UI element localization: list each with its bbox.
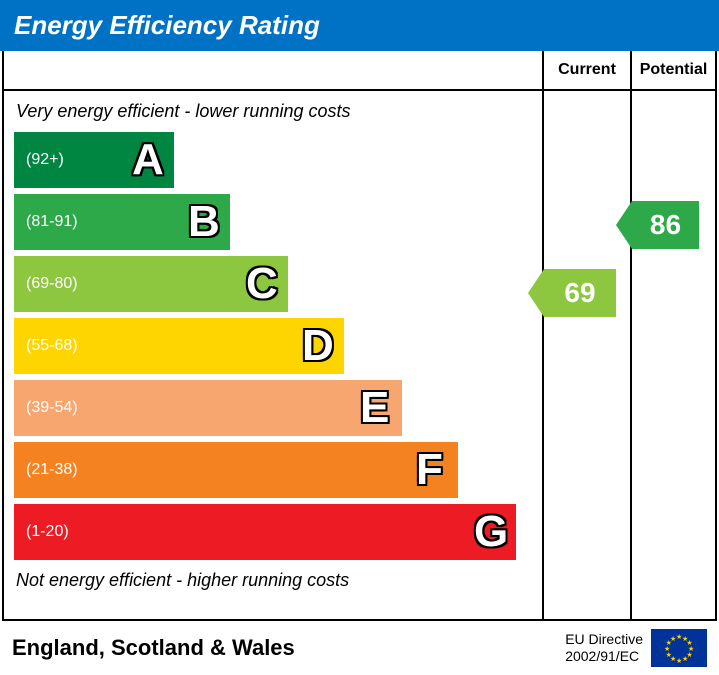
band-letter-g: G <box>474 507 508 557</box>
current-value: 69 <box>544 269 616 317</box>
band-letter-f: F <box>416 445 443 495</box>
potential-column: 86 <box>632 91 715 619</box>
band-e: (39-54) E <box>14 380 402 436</box>
bands-column: Very energy efficient - lower running co… <box>4 91 544 619</box>
caption-top: Very energy efficient - lower running co… <box>4 97 542 126</box>
band-letter-e: E <box>360 383 389 433</box>
chart-title: Energy Efficiency Rating <box>14 10 320 40</box>
band-c: (69-80) C <box>14 256 288 312</box>
footer-directive: EU Directive 2002/91/EC <box>565 631 643 665</box>
band-b: (81-91) B <box>14 194 230 250</box>
band-range-e: (39-54) <box>26 399 78 417</box>
footer-right: EU Directive 2002/91/EC ★★★★★★★★★★★★ <box>565 629 707 667</box>
eu-flag-icon: ★★★★★★★★★★★★ <box>651 629 707 667</box>
directive-line1: EU Directive <box>565 631 643 647</box>
band-f: (21-38) F <box>14 442 458 498</box>
band-range-a: (92+) <box>26 151 64 169</box>
band-d: (55-68) D <box>14 318 344 374</box>
band-letter-a: A <box>132 135 164 185</box>
eu-star-icon: ★ <box>670 635 676 643</box>
current-column: 69 <box>544 91 632 619</box>
epc-chart: Energy Efficiency Rating Current Potenti… <box>0 0 719 675</box>
header-current: Current <box>544 51 632 89</box>
band-letter-d: D <box>302 321 334 371</box>
header-spacer <box>4 51 544 89</box>
eu-star-icon: ★ <box>682 655 688 663</box>
band-range-c: (69-80) <box>26 275 78 293</box>
bands-host: (92+) A (81-91) B (69-80) C (55-68) D (39-54) E (2… <box>4 132 542 560</box>
caption-bottom: Not energy efficient - higher running co… <box>4 566 542 595</box>
band-letter-c: C <box>246 259 278 309</box>
band-range-d: (55-68) <box>26 337 78 355</box>
eu-star-icon: ★ <box>676 657 682 665</box>
band-range-b: (81-91) <box>26 213 78 231</box>
band-a: (92+) A <box>14 132 174 188</box>
current-pointer-arrow <box>528 269 544 317</box>
directive-line2: 2002/91/EC <box>565 648 639 664</box>
band-range-g: (1-20) <box>26 523 69 541</box>
band-range-f: (21-38) <box>26 461 78 479</box>
body-row: Very energy efficient - lower running co… <box>4 91 715 619</box>
footer: England, Scotland & Wales EU Directive 2… <box>2 621 717 675</box>
chart-frame: Current Potential Very energy efficient … <box>2 51 717 621</box>
band-letter-b: B <box>188 197 220 247</box>
title-bar: Energy Efficiency Rating <box>0 0 719 51</box>
header-row: Current Potential <box>4 51 715 91</box>
current-pointer: 69 <box>528 269 616 317</box>
header-potential: Potential <box>632 51 715 89</box>
band-g: (1-20) G <box>14 504 516 560</box>
potential-value: 86 <box>632 201 699 249</box>
potential-pointer: 86 <box>616 201 699 249</box>
potential-pointer-arrow <box>616 201 632 249</box>
eu-stars: ★★★★★★★★★★★★ <box>664 633 694 663</box>
footer-region: England, Scotland & Wales <box>12 635 295 661</box>
